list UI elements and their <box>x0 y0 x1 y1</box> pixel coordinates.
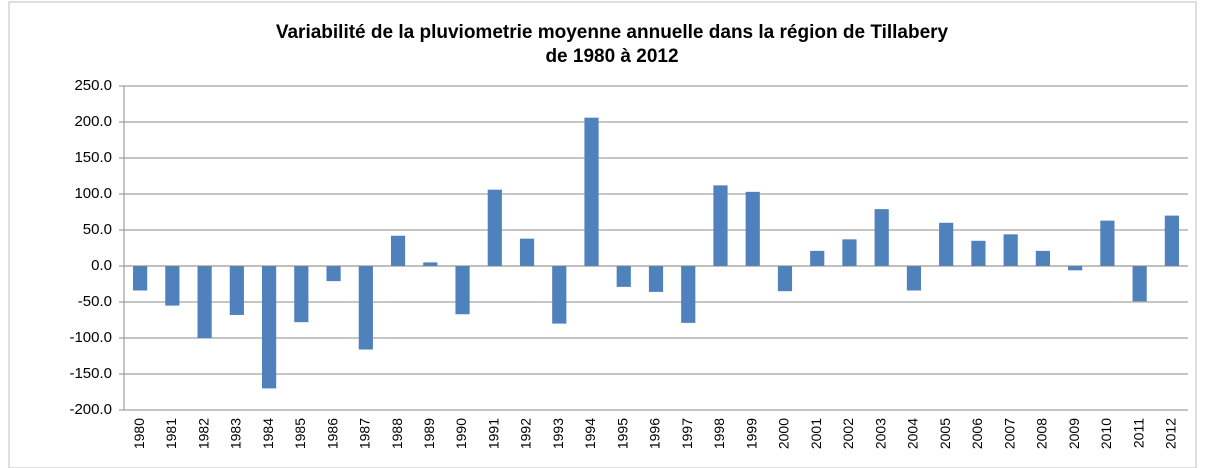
bar <box>616 266 631 287</box>
bar <box>906 266 922 291</box>
x-tick-label: 1983 <box>228 418 244 449</box>
y-tick-label: 0.0 <box>91 257 112 274</box>
bar <box>1132 266 1147 302</box>
bar <box>777 266 793 292</box>
x-tick-label: 2002 <box>840 418 856 449</box>
y-tick-label: 250.0 <box>74 77 112 94</box>
x-tick-label: 1985 <box>292 418 308 449</box>
x-tick-label: 2009 <box>1066 418 1082 449</box>
x-tick-label: 1982 <box>195 418 211 449</box>
bar <box>1100 220 1115 266</box>
chart-title: Variabilité de la pluviometrie moyenne a… <box>276 22 949 43</box>
x-tick-label: 1984 <box>260 418 276 449</box>
y-tick-label: 150.0 <box>74 149 112 166</box>
x-tick-label: 1999 <box>743 418 759 449</box>
chart-subtitle: de 1980 à 2012 <box>545 46 678 67</box>
x-tick-label: 2010 <box>1098 418 1114 449</box>
x-tick-label: 1990 <box>453 418 469 449</box>
x-tick-label: 1994 <box>582 418 598 449</box>
bar <box>1035 250 1051 266</box>
x-tick-label: 1987 <box>357 418 373 449</box>
y-tick-label: -50.0 <box>78 293 112 310</box>
bar <box>165 266 180 306</box>
bar <box>358 266 373 350</box>
bar <box>390 235 406 266</box>
bar <box>1068 266 1083 271</box>
bar <box>229 266 244 315</box>
x-tick-label: 1992 <box>518 418 534 449</box>
y-tick-label: 200.0 <box>74 113 112 130</box>
x-tick-label: 1988 <box>389 418 405 449</box>
x-tick-label: 1993 <box>550 418 566 449</box>
x-tick-label: 1998 <box>711 418 727 449</box>
x-tick-label: 1989 <box>421 418 437 449</box>
bar <box>713 185 728 266</box>
bar <box>519 238 535 266</box>
bar <box>197 266 212 338</box>
bar <box>681 266 696 323</box>
bar <box>745 191 760 266</box>
x-tick-label: 1996 <box>647 418 663 449</box>
bar <box>455 266 470 315</box>
x-tick-label: 1991 <box>485 418 501 449</box>
bar <box>1164 215 1179 266</box>
y-tick-label: -200.0 <box>69 401 112 418</box>
bar <box>261 266 277 389</box>
bar <box>294 266 309 323</box>
x-tick-label: 1981 <box>163 418 179 449</box>
x-tick-label: 2011 <box>1130 418 1146 448</box>
bar <box>133 266 148 291</box>
bar <box>939 222 954 266</box>
bar <box>487 189 502 266</box>
x-tick-label: 1997 <box>679 418 695 449</box>
x-tick-label: 2008 <box>1034 418 1050 449</box>
x-tick-label: 2000 <box>776 418 792 449</box>
x-tick-label: 2005 <box>937 418 953 449</box>
bar <box>810 250 825 266</box>
y-tick-label: 100.0 <box>74 185 112 202</box>
bar <box>584 117 599 267</box>
bar <box>648 266 664 292</box>
x-tick-label: 2004 <box>905 418 921 449</box>
bar <box>552 266 567 324</box>
bar <box>842 239 857 266</box>
x-tick-label: 2006 <box>969 418 985 449</box>
y-tick-label: 50.0 <box>83 221 112 238</box>
chart-border <box>8 1 1197 468</box>
bar <box>874 209 889 266</box>
bar <box>971 240 986 266</box>
x-tick-label: 1980 <box>131 418 147 449</box>
x-tick-label: 2012 <box>1163 418 1179 449</box>
x-tick-label: 2003 <box>872 418 888 449</box>
x-tick-label: 2007 <box>1001 418 1017 449</box>
bar <box>423 262 438 266</box>
x-tick-label: 2001 <box>808 418 824 449</box>
bar <box>1003 234 1018 266</box>
bar <box>326 266 341 282</box>
x-tick-label: 1995 <box>614 418 630 449</box>
x-tick-label: 1986 <box>324 418 340 449</box>
y-tick-label: -100.0 <box>69 329 112 346</box>
y-tick-label: -150.0 <box>69 365 112 382</box>
